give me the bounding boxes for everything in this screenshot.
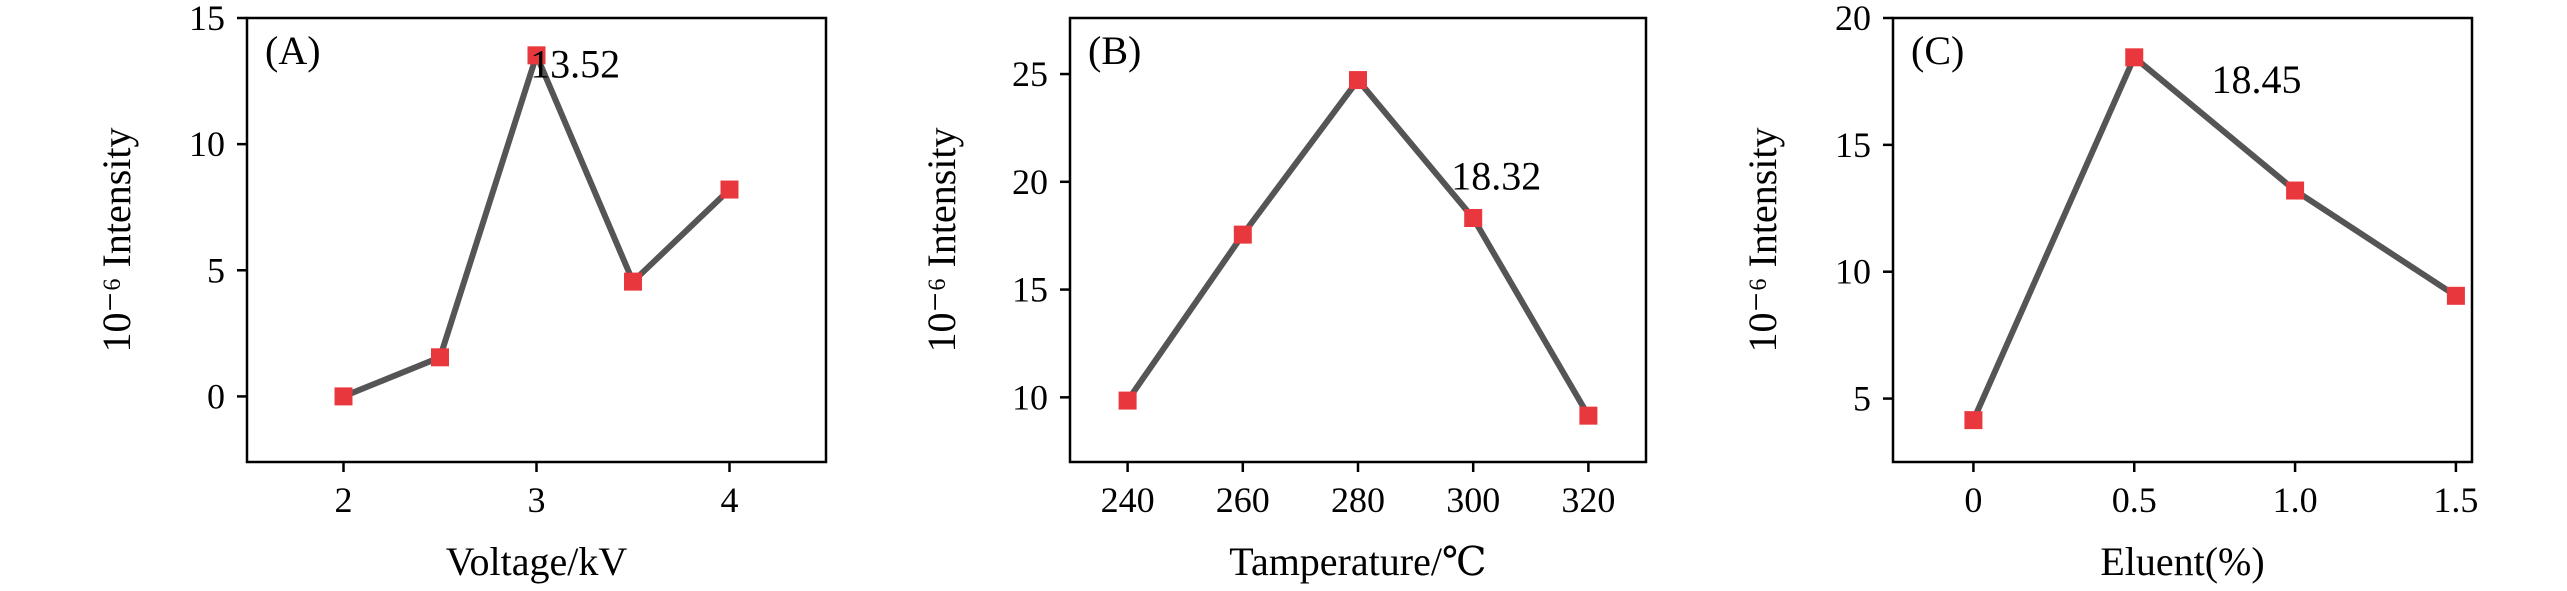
data-point: [624, 272, 642, 291]
x-tick-label: 1.0: [2273, 480, 2318, 520]
peak-annotation: 18.32: [1451, 153, 1541, 198]
x-tick-label: 300: [1446, 480, 1500, 520]
y-tick-label: 0: [207, 376, 225, 416]
data-point: [1464, 209, 1483, 228]
peak-annotation: 18.45: [2211, 57, 2301, 102]
x-tick-label: 0.5: [2112, 480, 2157, 520]
data-point: [1579, 406, 1598, 425]
data-point: [334, 387, 353, 406]
y-axis-label: 10⁻⁶ Intensity: [919, 127, 964, 352]
data-point: [2125, 48, 2144, 67]
y-tick-label: 10: [1012, 377, 1048, 417]
y-tick-label: 10: [1835, 252, 1871, 292]
peak-annotation: 13.52: [530, 41, 620, 86]
y-tick-label: 15: [1012, 270, 1048, 310]
series-line: [1124, 77, 1592, 419]
panel-label: (A): [265, 28, 321, 73]
plot-frame: [1891, 16, 2474, 464]
x-tick-label: 260: [1216, 480, 1270, 520]
data-point: [1233, 225, 1252, 244]
chart-panel-2: 240 260 280 300 320 10 15 20 25 Tamperature/℃ 10⁻⁶…: [919, 16, 1648, 584]
data-point: [431, 348, 449, 367]
panel-label: (B): [1088, 28, 1141, 73]
chart-panel-1: 2 3 4 0 5 10 15 Voltage/kV 10⁻⁶ Intensity (A) 13.5…: [94, 0, 828, 584]
data-point: [2286, 181, 2305, 200]
y-tick-label: 10: [189, 124, 225, 164]
x-axis-label: Voltage/kV: [446, 539, 628, 584]
x-axis-label: Tamperature/℃: [1229, 539, 1486, 584]
y-tick-label: 15: [189, 0, 225, 38]
y-axis-label: 10⁻⁶ Intensity: [1740, 127, 1785, 352]
data-point: [2446, 286, 2465, 305]
x-tick-label: 0: [1964, 480, 1982, 520]
data-point: [527, 46, 546, 65]
x-tick-label: 2: [335, 480, 353, 520]
data-point: [1118, 391, 1137, 410]
x-tick-label: 4: [721, 480, 739, 520]
series-line: [340, 52, 733, 400]
y-tick-label: 5: [1853, 379, 1871, 419]
x-tick-label: 3: [528, 480, 546, 520]
x-tick-label: 280: [1331, 480, 1385, 520]
y-tick-label: 20: [1835, 0, 1871, 38]
x-tick-label: 240: [1101, 480, 1155, 520]
x-tick-label: 1.5: [2433, 480, 2478, 520]
x-tick-label: 320: [1561, 480, 1615, 520]
y-tick-label: 15: [1835, 125, 1871, 165]
x-axis-label: Eluent(%): [2100, 539, 2264, 584]
y-tick-label: 20: [1012, 162, 1048, 202]
y-tick-label: 5: [207, 250, 225, 290]
data-point: [1964, 411, 1983, 430]
series-line: [1970, 54, 2459, 424]
data-point: [1349, 71, 1367, 90]
y-axis-label: 10⁻⁶ Intensity: [94, 127, 139, 352]
y-tick-label: 25: [1012, 54, 1048, 94]
data-point: [720, 180, 739, 199]
panel-label: (C): [1911, 28, 1964, 73]
chart-panel-3: 0 0.5 1.0 1.5 5 10 15 20 Eluent(%) 10⁻⁶ Intensity…: [1740, 0, 2478, 584]
